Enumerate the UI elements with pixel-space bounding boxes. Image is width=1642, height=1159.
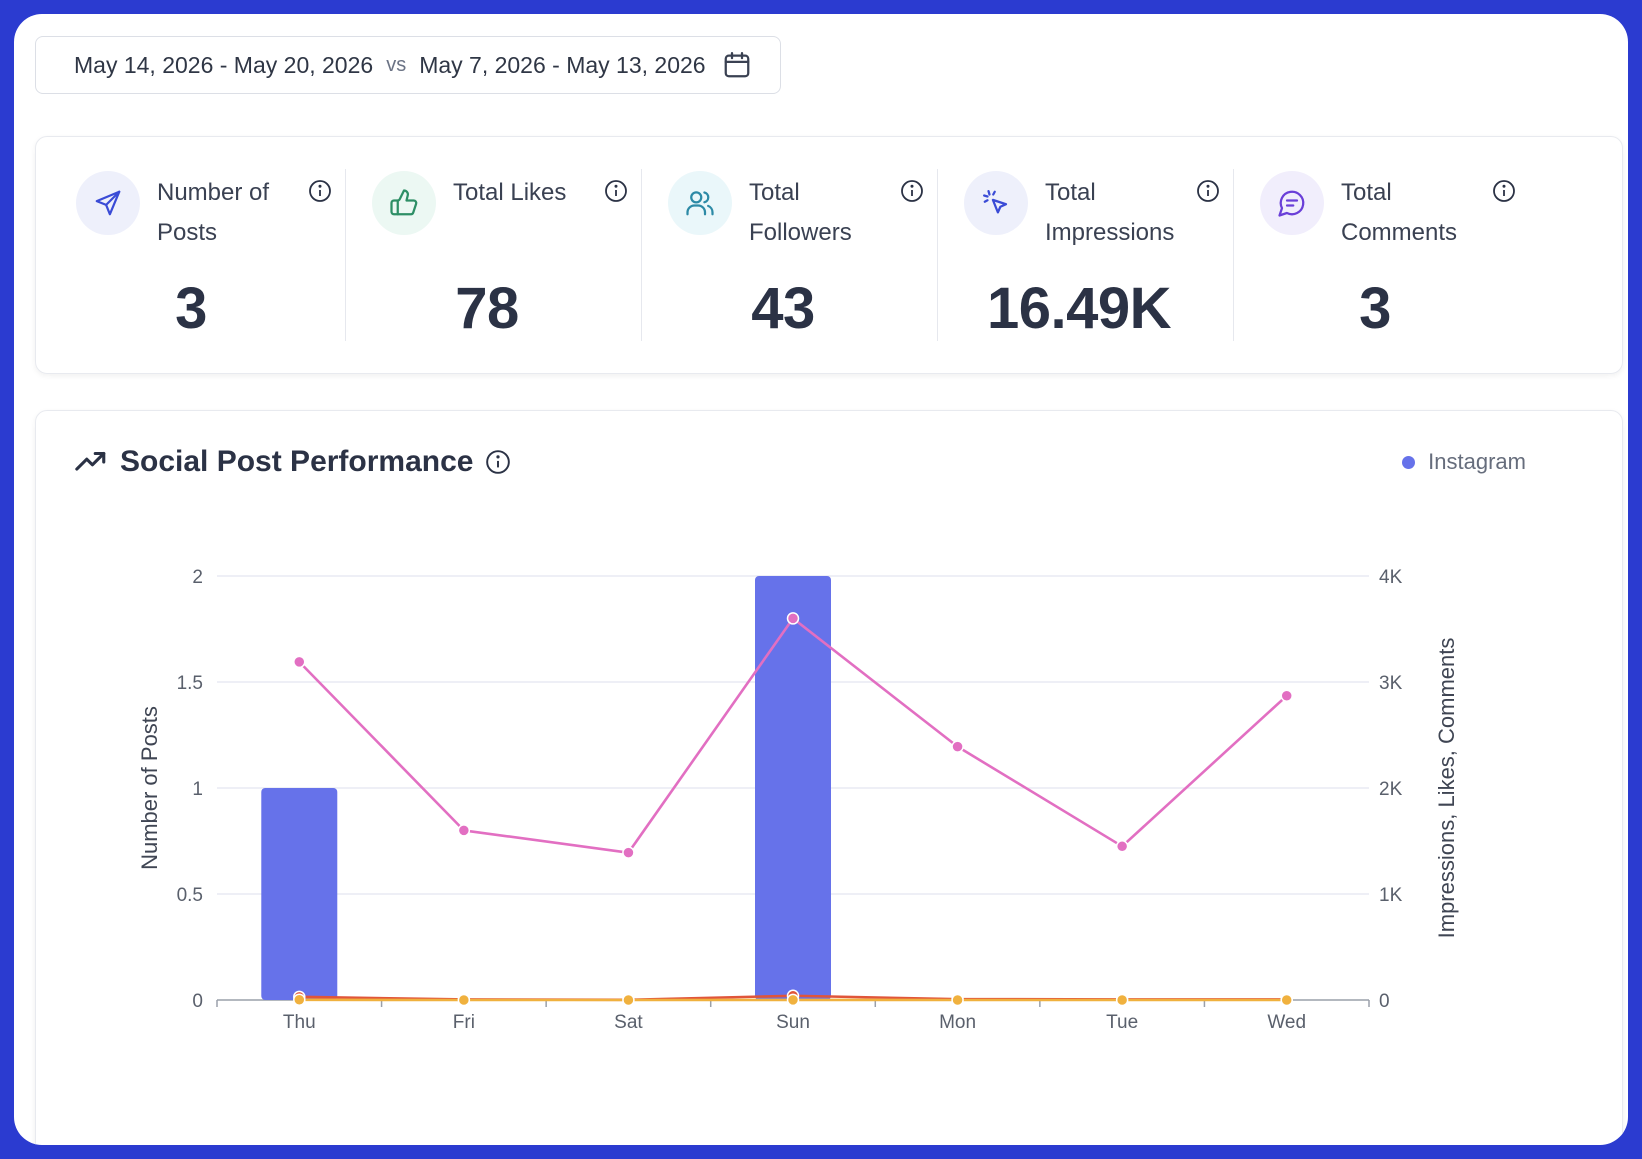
stat-label: Total Likes [453, 179, 567, 206]
info-icon[interactable] [900, 179, 924, 203]
stat-label: Total Followers [749, 179, 852, 246]
stat-card-likes: Total Likes 78 [332, 169, 642, 341]
divider [937, 169, 938, 341]
info-icon[interactable] [1492, 179, 1516, 203]
stat-label: Total Impressions [1045, 179, 1175, 246]
info-icon[interactable] [1196, 179, 1220, 203]
y-left-axis-title: Number of Posts [137, 706, 162, 870]
data-point [622, 846, 635, 859]
y-right-tick-label: 4K [1379, 567, 1403, 588]
y-right-tick-label: 1K [1379, 885, 1403, 906]
info-icon[interactable] [485, 449, 511, 475]
x-tick-label: Mon [939, 1012, 976, 1033]
info-icon[interactable] [308, 179, 332, 203]
x-tick-label: Tue [1106, 1012, 1138, 1033]
y-left-tick-label: 0 [192, 991, 203, 1012]
icon-badge [372, 171, 436, 235]
stat-value: 16.49K [986, 276, 1172, 341]
bar [755, 576, 831, 1000]
chart-plot: 0 0.5 1 1.5 2 0 1K 2K 3K 4K Thu Fri Sat Sun Mon Tue Wed N… [137, 567, 1459, 1033]
divider [641, 169, 642, 341]
info-icon[interactable] [604, 179, 628, 203]
y-right-tick-label: 3K [1379, 673, 1403, 694]
stat-card-posts: Number of Posts 3 [36, 169, 346, 341]
stat-card-followers: Total Followers 43 [628, 169, 938, 341]
chart-title: Social Post Performance [120, 445, 474, 478]
current-date-range: May 14, 2026 - May 20, 2026 [74, 51, 374, 78]
y-left-tick-label: 2 [192, 567, 203, 588]
y-left-tick-label: 1.5 [177, 673, 203, 694]
date-range-picker[interactable]: May 14, 2026 - May 20, 2026 vs May 7, 20… [35, 36, 781, 94]
stat-label: Number of Posts [157, 179, 270, 246]
trending-up-icon [75, 451, 106, 471]
data-point [786, 993, 800, 1007]
stat-card-impressions: Total Impressions 16.49K [924, 169, 1234, 341]
stat-value: 3 [175, 276, 207, 341]
stat-value: 3 [1359, 276, 1391, 341]
calendar-icon[interactable] [722, 50, 752, 80]
stat-value: 43 [751, 276, 815, 341]
y-left-tick-label: 0.5 [177, 885, 203, 906]
users-icon [686, 191, 714, 216]
social-post-performance-card: Social Post Performance Instagram 0 0.5 1 1… [35, 410, 1623, 1145]
icon-badge [1260, 171, 1324, 235]
data-point [457, 824, 471, 837]
legend-dot [1402, 455, 1416, 469]
data-point [1280, 993, 1293, 1007]
data-point [1280, 689, 1293, 703]
data-point [786, 612, 800, 625]
paper-plane-icon [95, 190, 121, 216]
y-left-tick-label: 1 [192, 779, 203, 800]
cursor-click-icon [983, 190, 1008, 214]
x-tick-label: Sat [614, 1012, 643, 1033]
x-tick-label: Fri [453, 1012, 475, 1033]
vs-label: vs [386, 53, 407, 76]
y-right-tick-label: 0 [1379, 991, 1390, 1012]
x-tick-label: Thu [283, 1012, 316, 1033]
data-point [1115, 993, 1129, 1007]
stats-panel: Number of Posts 3 Total Likes 78 [35, 136, 1623, 374]
chart-header: Social Post Performance [74, 445, 511, 479]
x-tick-label: Sun [776, 1012, 810, 1033]
icon-badge [76, 171, 140, 235]
stat-label: Total Comments [1341, 179, 1458, 246]
legend-label: Instagram [1428, 449, 1526, 474]
divider [1233, 169, 1234, 341]
y-right-axis-title: Impressions, Likes, Comments [1434, 638, 1459, 939]
bar [261, 788, 338, 1000]
y-right-tick-label: 2K [1379, 779, 1403, 800]
divider [345, 169, 346, 341]
legend-item-instagram[interactable]: Instagram [1402, 449, 1526, 475]
stat-card-comments: Total Comments 3 [1220, 169, 1530, 341]
data-point [457, 993, 471, 1007]
data-point [293, 655, 306, 669]
data-point [622, 993, 635, 1007]
app-frame: May 14, 2026 - May 20, 2026 vs May 7, 20… [14, 14, 1628, 1145]
stat-value: 78 [455, 276, 519, 341]
data-point [293, 993, 306, 1007]
icon-badge [964, 171, 1028, 235]
data-point [1115, 840, 1129, 853]
data-point [951, 740, 964, 753]
data-point [951, 993, 964, 1007]
thumbs-up-icon [390, 189, 418, 216]
previous-date-range: May 7, 2026 - May 13, 2026 [419, 51, 706, 78]
chat-bubble-icon [1278, 190, 1305, 217]
icon-badge [668, 171, 732, 235]
x-tick-label: Wed [1267, 1012, 1306, 1033]
